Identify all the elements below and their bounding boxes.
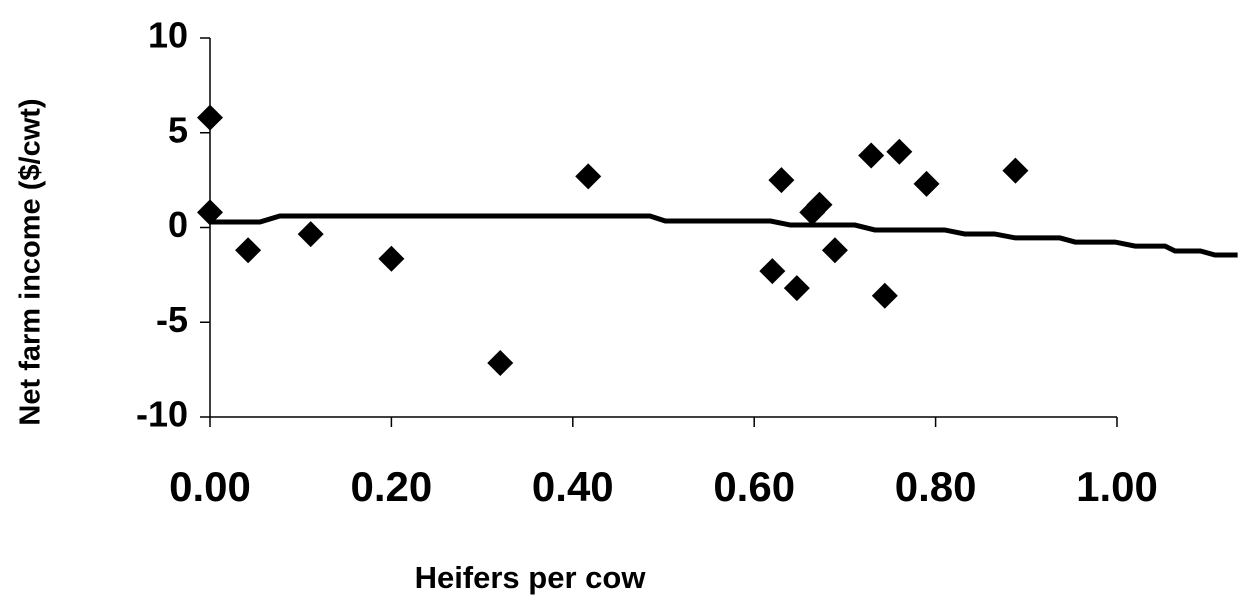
x-tick-label: 0.20 [351,463,433,510]
y-tick-label: -10 [136,394,188,435]
y-tick-label: 10 [148,15,188,56]
point [871,282,898,309]
y-tick-label: 0 [168,204,188,245]
point [378,245,405,272]
x-tick-label: 0.40 [532,463,614,510]
x-tick-label: 0.80 [895,463,977,510]
point [913,170,940,197]
x-axis-label: Heifers per cow [415,560,647,595]
point [768,167,795,194]
point [1002,157,1029,184]
point [806,191,833,218]
y-tick-label: 5 [168,109,188,150]
x-tick-label: 1.00 [1076,463,1158,510]
y-tick-label: -5 [156,299,188,340]
point [575,163,602,190]
x-tick-label: 0.00 [169,463,251,510]
fit-line [210,213,1238,258]
point [783,275,810,302]
point [858,142,885,169]
point [235,237,262,264]
point [759,258,786,285]
point [197,199,223,226]
point [197,104,223,131]
point [821,237,848,264]
x-tick-label: 0.60 [713,463,795,510]
y-axis-label: Net farm income ($/cwt) [15,98,47,425]
point [487,349,514,376]
point [886,138,913,165]
point [297,221,324,248]
